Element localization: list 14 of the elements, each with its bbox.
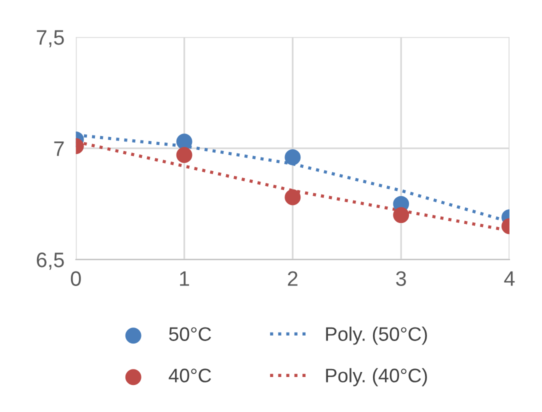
point (284, 189, 301, 206)
y-tick-label: 7,5 (36, 30, 64, 48)
legend-label: Poly. (40°C) (326, 368, 427, 386)
y-tick-label: 7 (54, 142, 64, 156)
point (284, 149, 301, 166)
x-tick-label: 3 (396, 271, 406, 286)
legend-label: 50°C (169, 327, 212, 341)
x-tick-label: 2 (288, 271, 298, 286)
x-tick-label: 1 (180, 271, 190, 286)
legend-label: 40°C (168, 368, 212, 382)
y-tick-label: 6,5 (36, 252, 64, 270)
x-tick-label: 0 (70, 271, 81, 286)
legend-label: Poly. (50°C) (326, 326, 427, 345)
x-tick-label: 4 (504, 271, 515, 286)
